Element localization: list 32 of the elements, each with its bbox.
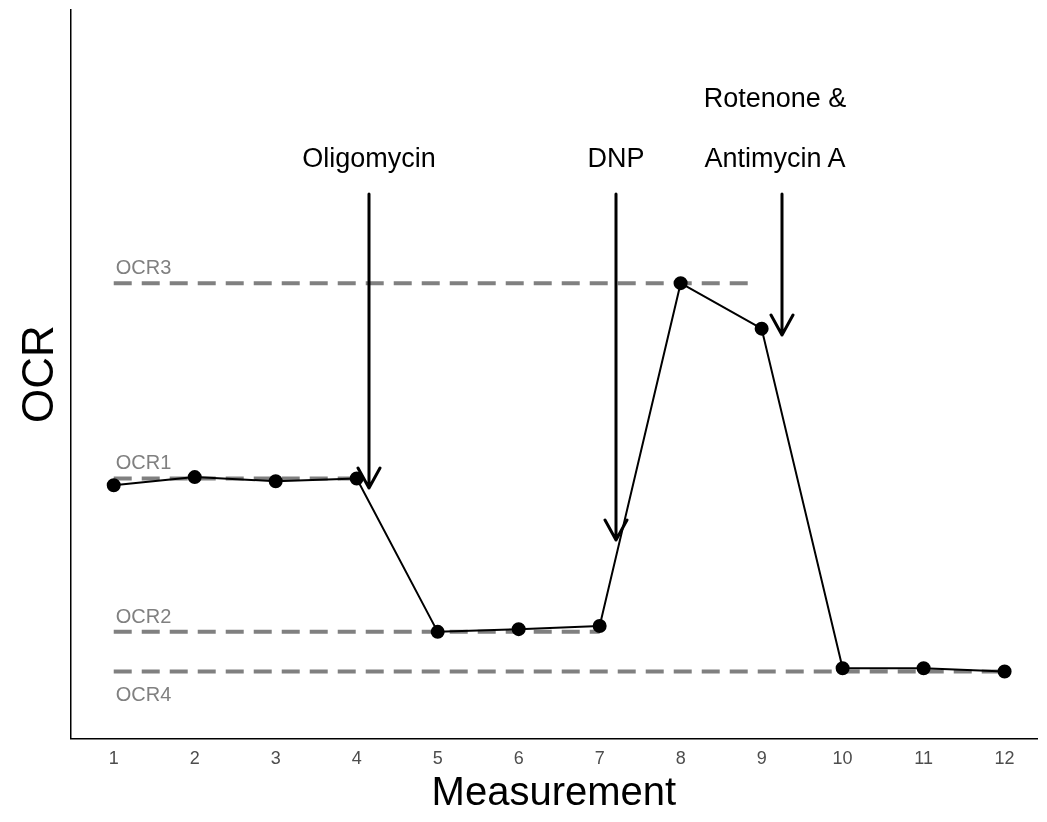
point [592, 618, 607, 633]
series-label: OCR3 [115, 256, 172, 279]
x-tick-label: 3 [270, 748, 281, 769]
x-tick-label: 4 [351, 748, 362, 769]
point [673, 276, 688, 291]
x-tick-label: 1 [108, 748, 119, 769]
x-tick-label: 9 [756, 748, 767, 769]
point [835, 661, 850, 676]
y-axis-title: OCR [12, 325, 62, 424]
point [187, 470, 202, 485]
point [916, 661, 931, 676]
x-tick-label: 6 [513, 748, 524, 769]
x-tick-label: 2 [189, 748, 200, 769]
point [997, 664, 1012, 679]
series-label: OCR2 [115, 604, 172, 627]
series-label: OCR4 [115, 682, 172, 705]
x-tick-label: 8 [675, 748, 686, 769]
x-tick-label: 12 [994, 748, 1015, 769]
series-label: OCR1 [115, 451, 172, 474]
point [268, 474, 283, 489]
text: DNP [587, 143, 645, 173]
point [511, 622, 526, 637]
x-tick-label: 5 [432, 748, 443, 769]
text: Oligomycin [301, 142, 437, 175]
point [430, 624, 445, 639]
point [754, 321, 769, 336]
x-tick-label: 7 [594, 748, 605, 769]
point [106, 478, 121, 493]
x-tick-label: 11 [914, 748, 933, 769]
x-tick-label: 10 [832, 748, 853, 769]
text: Rotenone & Antimycin A [702, 82, 848, 175]
x-axis-title: Measurement [431, 769, 677, 814]
